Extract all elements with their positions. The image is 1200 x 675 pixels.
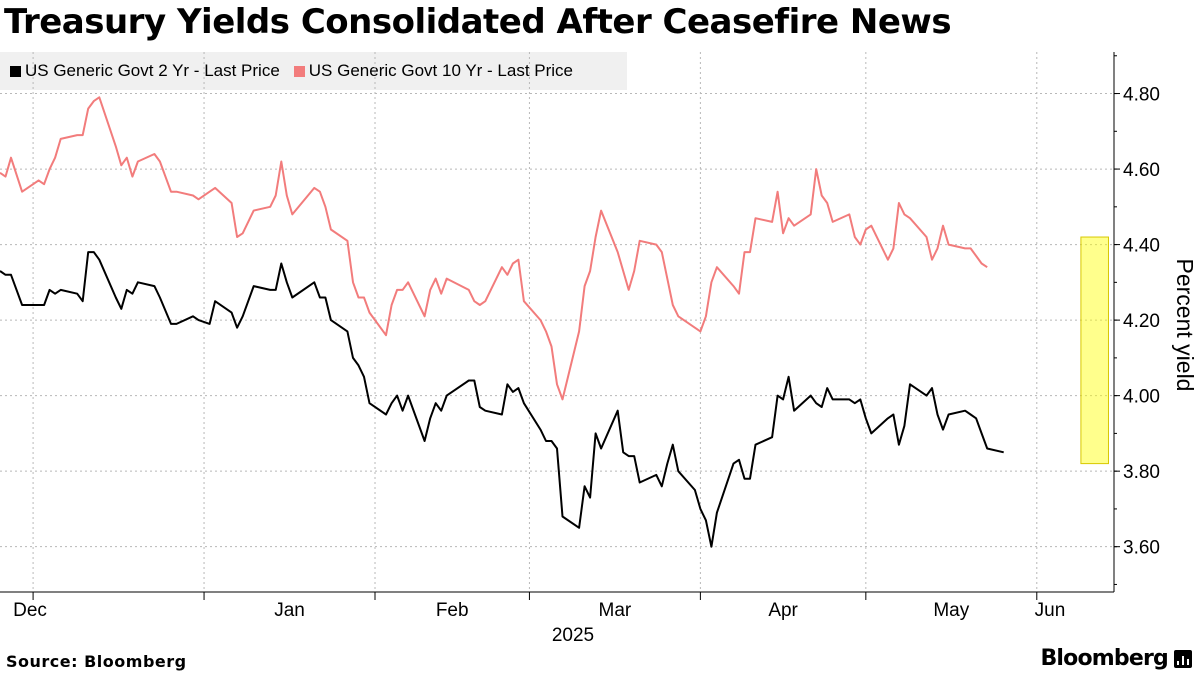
x-axis-year-label: 2025 — [552, 625, 594, 646]
x-tick-label: Mar — [599, 600, 632, 621]
legend: US Generic Govt 2 Yr - Last Price US Gen… — [0, 52, 627, 90]
legend-swatch-10yr — [293, 65, 305, 77]
y-tick-label: 4.40 — [1123, 236, 1160, 257]
source-note: Source: Bloomberg — [6, 652, 187, 671]
legend-item-10yr: US Generic Govt 10 Yr - Last Price — [293, 61, 574, 81]
y-tick-label: 4.80 — [1123, 85, 1160, 106]
y-tick-label: 4.00 — [1123, 387, 1160, 408]
y-tick-label: 4.20 — [1123, 311, 1160, 332]
x-tick-label: Jun — [1035, 600, 1066, 621]
bar-chart-icon — [1174, 649, 1192, 668]
chart-title: Treasury Yields Consolidated After Cease… — [4, 2, 952, 42]
x-tick-label: Feb — [436, 600, 469, 621]
legend-label-10yr: US Generic Govt 10 Yr - Last Price — [308, 61, 574, 80]
x-tick-label: Apr — [768, 600, 798, 621]
series-layer — [0, 96, 1004, 548]
brand-logo: Bloomberg — [1040, 646, 1192, 671]
x-tick-label: Jan — [274, 600, 305, 621]
legend-item-2yr: US Generic Govt 2 Yr - Last Price — [10, 61, 280, 81]
y-tick-label: 4.60 — [1123, 160, 1160, 181]
series-line-2yr — [0, 251, 1004, 548]
series-line-10yr — [0, 96, 988, 401]
legend-swatch-2yr — [10, 65, 21, 77]
x-tick-label: Dec — [13, 600, 47, 621]
y-axis-label: Percent yield — [1172, 259, 1198, 392]
y-tick-label: 3.80 — [1123, 462, 1160, 483]
highlight-layer — [1080, 236, 1109, 465]
brand-wordmark: Bloomberg — [1040, 646, 1168, 671]
highlight-box — [1080, 236, 1109, 465]
x-tick-label: May — [933, 600, 969, 621]
axes: 3.60 3.80 4.00 4.20 4.40 4.60 4.80 Dec Jan Feb Mar… — [0, 52, 1160, 621]
y-tick-label: 3.60 — [1123, 538, 1160, 559]
grid-lines — [0, 52, 1114, 592]
legend-label-2yr: US Generic Govt 2 Yr - Last Price — [25, 61, 280, 80]
